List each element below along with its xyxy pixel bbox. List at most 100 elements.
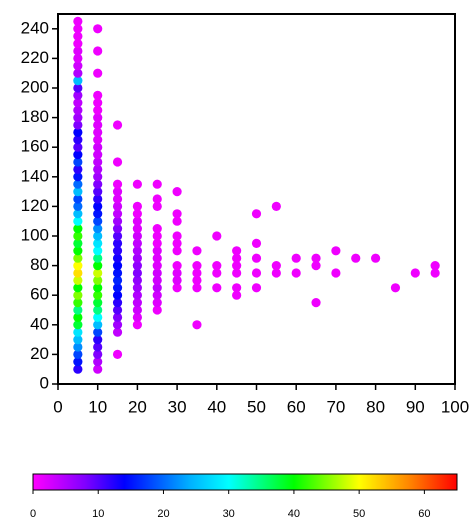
point [291,253,301,263]
colorbar-tick-label: 40 [288,508,300,520]
point [73,275,83,285]
point [152,224,162,234]
point [93,98,103,108]
point [73,24,83,34]
point [410,268,420,278]
point [311,253,321,263]
point [132,268,142,278]
point [132,261,142,271]
point [232,290,242,300]
point [112,246,123,256]
point [73,261,83,271]
point [73,298,83,308]
colorbar-tick-label: 50 [353,508,365,520]
point [93,68,103,78]
point [73,179,83,189]
point [192,283,202,293]
point [73,39,83,49]
point [152,261,162,271]
point [152,179,162,189]
point [73,98,83,108]
point [152,238,162,248]
point [311,261,321,271]
point [172,187,182,197]
point [73,364,83,374]
point [73,16,83,26]
point [232,261,242,271]
point [73,349,83,359]
point [73,327,83,337]
point [93,342,103,352]
point [73,320,83,330]
point [232,283,242,293]
point [192,268,202,278]
point [93,312,103,322]
y-tick-label: 0 [40,373,49,392]
point [93,238,103,248]
point [172,268,182,278]
point [73,290,83,300]
point [93,113,103,123]
point [73,201,83,211]
point [93,90,103,100]
point [73,268,83,278]
point [112,298,123,308]
point [112,349,123,359]
point [430,268,440,278]
point [73,142,83,152]
point [132,216,142,226]
x-tick-label: 90 [406,397,425,416]
point [192,320,202,330]
point [112,187,123,197]
point [93,305,103,315]
point [93,231,103,241]
x-tick-label: 50 [247,397,266,416]
point [93,253,103,263]
point [73,335,83,345]
point [152,298,162,308]
point [93,216,103,226]
y-tick-label: 60 [30,285,49,304]
y-tick-label: 120 [21,196,49,215]
point [93,135,103,145]
point [73,216,83,226]
point [152,290,162,300]
point [172,238,182,248]
x-tick-label: 70 [326,397,345,416]
point [351,253,361,263]
x-tick-label: 30 [168,397,187,416]
point [73,31,83,41]
point [112,120,123,130]
point [152,275,162,285]
point [271,261,281,271]
point [112,327,123,337]
point [251,209,262,219]
point [271,268,281,278]
point [152,283,162,293]
point [132,231,142,241]
y-tick-label: 200 [21,77,49,96]
x-tick-label: 100 [441,397,469,416]
y-tick-label: 80 [30,255,49,274]
point [93,194,103,204]
point [152,253,162,263]
point [251,238,262,248]
point [73,150,83,160]
point [112,224,123,234]
y-tick-label: 160 [21,137,49,156]
x-tick-label: 60 [287,397,306,416]
point [112,231,123,241]
point [93,201,103,211]
point [73,46,83,56]
point [112,268,123,278]
point [132,320,142,330]
point [73,283,83,293]
point [112,238,123,248]
point [430,261,440,271]
colorbar-tick-label: 10 [92,508,104,520]
point [112,179,123,189]
y-tick-label: 40 [30,314,49,333]
point [73,157,83,167]
point [93,46,103,56]
